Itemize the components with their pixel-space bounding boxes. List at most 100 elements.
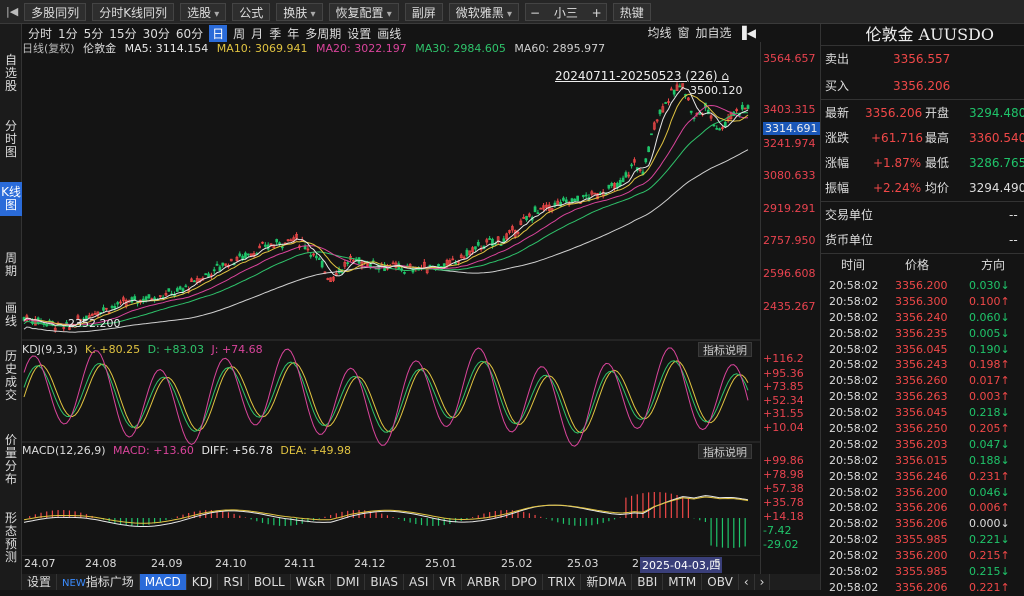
period-15min[interactable]: 15分 xyxy=(109,26,137,41)
candle-body xyxy=(53,327,57,331)
period-multi[interactable]: 多周期 xyxy=(305,26,342,41)
candle-body xyxy=(542,205,545,210)
nav-period[interactable]: 周期 xyxy=(4,251,17,278)
increase-font-icon[interactable]: + xyxy=(587,5,602,20)
candle-body xyxy=(581,195,585,197)
tab-obv[interactable]: OBV xyxy=(702,574,739,590)
macd-dea: DEA: +49.98 xyxy=(280,444,352,457)
tab-settings[interactable]: 设置 xyxy=(22,574,58,590)
date-tick: 25.02 xyxy=(501,557,533,570)
tab-macd[interactable]: MACD xyxy=(139,574,187,590)
tab-bias[interactable]: BIAS xyxy=(365,574,405,590)
candle-body xyxy=(252,253,256,257)
macd-value: MACD: +13.60 xyxy=(113,444,194,457)
nav-timeshare[interactable]: 分时图 xyxy=(4,119,17,159)
period-60min[interactable]: 60分 xyxy=(175,26,204,41)
font-size-control[interactable]: − 小三 + xyxy=(524,2,607,21)
tab-mtm[interactable]: MTM xyxy=(663,574,703,590)
candle-body xyxy=(596,193,599,200)
tick-price: 3356.200 xyxy=(895,549,948,563)
macd-tick: +78.98 xyxy=(763,468,804,481)
top-toolbar: |◀ 多股同列 分时K线同列 选股 公式 换肤 恢复配置 副屏 微软雅黑 − 小… xyxy=(0,0,1024,24)
candle-body xyxy=(249,253,253,257)
font-dropdown[interactable]: 微软雅黑 xyxy=(448,2,519,21)
formula-button[interactable]: 公式 xyxy=(232,2,271,21)
date-tick: 24.07 xyxy=(24,557,56,570)
multi-stock-button[interactable]: 多股同列 xyxy=(24,2,87,21)
period-quarter[interactable]: 季 xyxy=(269,26,282,41)
tab-kdj[interactable]: KDJ xyxy=(187,574,219,590)
ma-toggle-button[interactable]: 均线 xyxy=(647,26,672,40)
hotkey-button[interactable]: 热键 xyxy=(612,2,651,21)
macd-tick: -29.02 xyxy=(763,538,799,551)
ma5-value: MA5: 3114.154 xyxy=(124,42,209,55)
change-value: +61.716 xyxy=(871,131,924,145)
divider xyxy=(821,99,1024,100)
nav-draw[interactable]: 画线 xyxy=(4,301,17,328)
kdj-j-line xyxy=(23,347,749,447)
tab-vr[interactable]: VR xyxy=(434,574,462,590)
restore-config-dropdown[interactable]: 恢复配置 xyxy=(328,2,399,21)
tab-wr[interactable]: W&R xyxy=(291,574,332,590)
candle-body xyxy=(508,230,511,233)
candle-body xyxy=(618,180,622,187)
tab-rsi[interactable]: RSI xyxy=(218,574,249,590)
currency-unit-label: 货币单位 xyxy=(825,233,874,247)
tab-trix[interactable]: TRIX xyxy=(543,574,582,590)
nav-watchlist[interactable]: 自选股 xyxy=(4,53,17,93)
nav-history-trade[interactable]: 历史成交 xyxy=(4,349,17,402)
tab-next-icon[interactable]: › xyxy=(755,574,771,590)
amp-value: +2.24% xyxy=(873,181,922,195)
timeshare-kline-button[interactable]: 分时K线同列 xyxy=(92,2,175,21)
macd-explain-button[interactable]: 指标说明 xyxy=(698,444,752,459)
nav-kline[interactable]: K线图 xyxy=(0,182,22,216)
tab-indicator-square[interactable]: NEW指标广场 xyxy=(57,574,140,590)
tab-dpo[interactable]: DPO xyxy=(506,574,543,590)
high-price: 3360.540 xyxy=(969,131,1024,145)
period-1min[interactable]: 1分 xyxy=(58,26,78,41)
period-30min[interactable]: 30分 xyxy=(142,26,170,41)
tab-dmi[interactable]: DMI xyxy=(331,574,366,590)
add-watchlist-button[interactable]: 加自选 xyxy=(695,26,732,40)
toolbar-first-icon[interactable]: |◀ xyxy=(6,5,19,18)
period-month[interactable]: 月 xyxy=(251,26,264,41)
kdj-explain-button[interactable]: 指标说明 xyxy=(698,342,752,357)
candle-body xyxy=(687,97,690,101)
tab-newdma[interactable]: 新DMA xyxy=(581,574,633,590)
tab-bbi[interactable]: BBI xyxy=(632,574,664,590)
candle-body xyxy=(215,263,219,266)
tick-price: 3356.246 xyxy=(895,469,948,483)
candle-body xyxy=(224,263,227,266)
tab-arbr[interactable]: ARBR xyxy=(462,574,507,590)
window-button[interactable]: 窗 xyxy=(677,26,690,40)
stock-select-dropdown[interactable]: 选股 xyxy=(180,2,227,21)
tab-asi[interactable]: ASI xyxy=(404,574,435,590)
tick-volume: 0.231↑ xyxy=(969,469,1010,483)
kline-chart[interactable] xyxy=(22,42,760,556)
nav-volume-dist[interactable]: 价量分布 xyxy=(4,433,17,486)
open-price: 3294.480 xyxy=(969,106,1024,120)
quote-title: 伦敦金 AUUSDO xyxy=(821,24,1024,46)
skin-dropdown[interactable]: 换肤 xyxy=(276,2,323,21)
tab-prev-icon[interactable]: ‹ xyxy=(739,574,755,590)
period-draw[interactable]: 画线 xyxy=(377,26,402,41)
low-label: 最低 xyxy=(925,156,950,170)
period-settings[interactable]: 设置 xyxy=(347,26,372,41)
decrease-font-icon[interactable]: − xyxy=(529,5,544,20)
candle-body xyxy=(96,311,100,317)
nav-pattern-predict[interactable]: 形态预测 xyxy=(4,511,17,564)
period-week[interactable]: 周 xyxy=(233,26,246,41)
candle-body xyxy=(474,246,477,250)
period-day[interactable]: 日 xyxy=(209,24,228,42)
low-label: 2352.200 xyxy=(68,317,121,330)
price-tick: 2596.608 xyxy=(763,267,816,280)
kdj-tick: +52.34 xyxy=(763,394,804,407)
period-year[interactable]: 年 xyxy=(287,26,300,41)
period-5min[interactable]: 5分 xyxy=(83,26,104,41)
tab-boll[interactable]: BOLL xyxy=(249,574,291,590)
sub-screen-button[interactable]: 副屏 xyxy=(404,2,443,21)
candle-body xyxy=(221,262,225,266)
period-timeshare[interactable]: 分时 xyxy=(28,26,53,41)
candle-body xyxy=(715,127,719,130)
collapse-panel-icon[interactable]: ▐◀ xyxy=(737,26,756,40)
